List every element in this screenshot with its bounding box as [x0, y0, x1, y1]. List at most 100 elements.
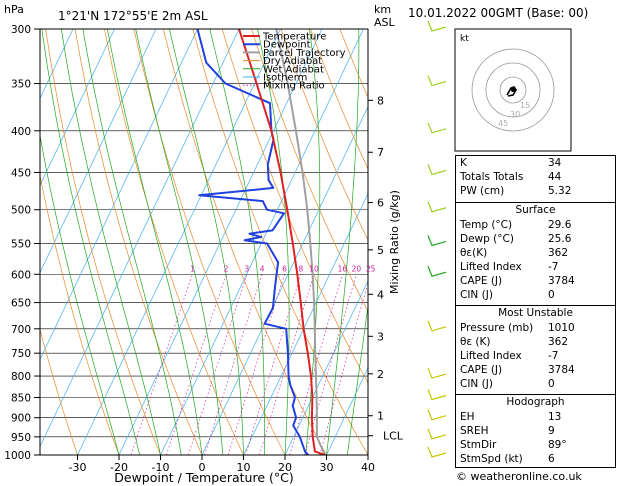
surface-value: 362	[548, 247, 569, 259]
surface-value: 29.6	[548, 219, 572, 231]
wind-barb	[427, 428, 447, 440]
asl-unit: ASL	[374, 16, 396, 29]
y-tick-label: 350	[11, 79, 31, 91]
mu-row: θε (K) 362	[456, 335, 615, 349]
wet-adiabat	[326, 29, 360, 455]
hodograph-table-title: Hodograph	[506, 396, 565, 408]
hodo-row: EH 13	[456, 410, 615, 424]
series-temperature	[238, 29, 326, 455]
mu-value: 1010	[548, 322, 575, 334]
index-label: Totals Totals	[460, 171, 524, 183]
mu-value: 0	[548, 378, 555, 390]
hodo-row: SREH 9	[456, 424, 615, 438]
y-tick-label: 450	[11, 167, 31, 179]
dry-adiabat	[310, 29, 368, 170]
y-tick-label: 650	[11, 298, 31, 310]
y-tick-label: 550	[11, 238, 31, 250]
legend-label: Temperature	[262, 32, 326, 43]
x-tick-label: 20	[278, 461, 292, 474]
mixing-ratio-axis-label: Mixing Ratio (g/kg)	[388, 190, 401, 294]
wind-barb	[427, 389, 447, 401]
mixing-ratio-label: 2	[224, 264, 229, 273]
isotherm	[40, 29, 240, 448]
hodograph-ring-15	[499, 76, 527, 104]
wet-adiabat	[346, 303, 368, 455]
legend-label: Isotherm	[263, 73, 307, 84]
x-axis-label: Dewpoint / Temperature (°C)	[114, 470, 293, 485]
index-value: 5.32	[548, 185, 572, 197]
dry-adiabat	[104, 29, 244, 455]
chart-grid	[40, 29, 368, 455]
km-tick-label: 8	[377, 94, 384, 107]
index-row-totals: Totals Totals 44	[456, 170, 615, 184]
pressure-unit: hPa	[4, 3, 24, 16]
location-label: 1°21'N 172°55'E 2m ASL	[58, 9, 208, 23]
isotherm	[243, 192, 368, 455]
most-unstable-box: Most Unstable Pressure (mb) 1010 θε (K) 36…	[455, 305, 616, 395]
y-tick-label: 700	[11, 324, 31, 336]
mu-value: -7	[548, 350, 559, 362]
wet-adiabat	[106, 29, 203, 455]
isotherm	[40, 29, 198, 361]
hodo-label: StmSpd (kt)	[460, 453, 523, 465]
surface-box: Surface Temp (°C) 29.6 Dewp (°C) 25.6 θε(K…	[455, 202, 616, 306]
mixing-ratio-label: 6	[282, 264, 287, 273]
chart-axes: 3003504004505005506006507007508008509009…	[4, 24, 404, 474]
surface-label: θε(K)	[460, 247, 488, 259]
mu-label: CAPE (J)	[460, 364, 503, 376]
isotherm	[40, 29, 115, 187]
series-dewpoint	[196, 29, 309, 455]
hodograph: kt 15 30 45	[454, 28, 572, 152]
dry-adiabat	[45, 29, 161, 455]
x-tick-label: -10	[152, 461, 170, 474]
wet-adiabat	[367, 452, 368, 455]
hodograph-ring-30	[485, 62, 541, 118]
plot-frame	[39, 28, 369, 456]
hodo-label: SREH	[460, 425, 489, 437]
y-tick-label: 900	[11, 413, 31, 425]
wet-adiabat	[40, 133, 120, 455]
mixing-ratio-line	[319, 282, 368, 455]
y-tick-label: 850	[11, 392, 31, 404]
index-label: PW (cm)	[460, 185, 505, 197]
hodo-value: 9	[548, 425, 555, 437]
isotherm	[284, 280, 368, 455]
wind-barb	[427, 75, 447, 87]
mixing-ratio-label: 3	[244, 264, 249, 273]
mu-row: Pressure (mb) 1010	[456, 321, 615, 335]
index-value: 44	[548, 171, 562, 183]
x-tick-label: -30	[69, 461, 87, 474]
hodograph-trace	[506, 86, 517, 97]
index-row-pw: PW (cm) 5.32	[456, 184, 615, 198]
y-tick-label: 750	[11, 348, 31, 360]
surface-row: CAPE (J) 3784	[456, 274, 615, 288]
mu-row: Lifted Index -7	[456, 349, 615, 363]
mixing-ratio-line	[166, 274, 227, 455]
hodograph-center	[511, 88, 515, 92]
mu-row: CIN (J) 0	[456, 377, 615, 391]
mu-label: θε (K)	[460, 336, 491, 348]
mu-value: 362	[548, 336, 569, 348]
hodograph-ring-label-15: 15	[520, 101, 530, 110]
surface-row: Dewp (°C) 25.6	[456, 232, 615, 246]
wet-adiabat	[257, 29, 290, 455]
x-tick-label: -20	[110, 461, 128, 474]
dry-adiabat	[40, 174, 120, 455]
km-tick-label: 1	[377, 410, 384, 423]
surface-value: -7	[548, 261, 559, 273]
hodo-row: StmSpd (kt) 6	[456, 452, 615, 466]
surface-label: Temp (°C)	[460, 219, 513, 231]
isotherm	[326, 367, 368, 455]
km-tick-label: 7	[377, 146, 384, 159]
surface-title: Surface	[515, 204, 556, 216]
mu-label: CIN (J)	[460, 378, 493, 390]
wind-barb	[427, 320, 447, 332]
wind-barb	[427, 367, 447, 379]
wet-adiabat	[41, 29, 141, 455]
mu-value: 3784	[548, 364, 575, 376]
datetime-label: 10.01.2022 00GMT (Base: 00)	[408, 6, 589, 20]
km-tick-label: LCL	[383, 430, 404, 443]
mixing-ratio-line	[259, 274, 315, 455]
mixing-ratio-label: 20	[352, 264, 362, 273]
hodograph-table: Hodograph EH 13 SREH 9 StmDir 89° StmSpd (k…	[455, 394, 616, 468]
